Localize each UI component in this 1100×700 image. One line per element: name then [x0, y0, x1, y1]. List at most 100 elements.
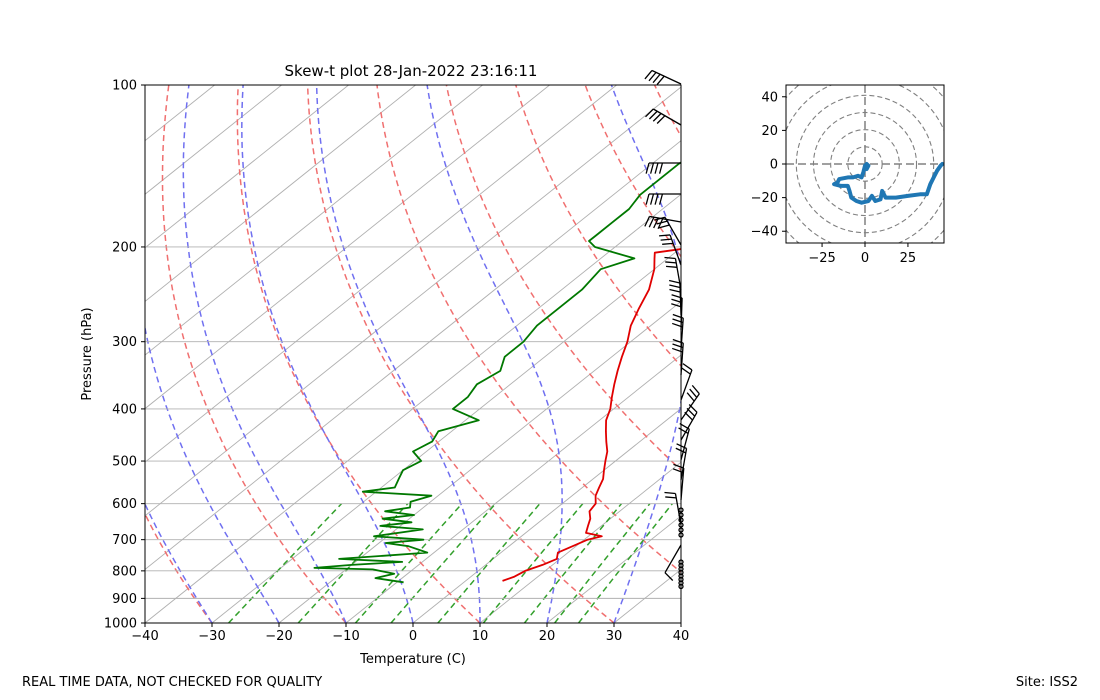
mixing-ratio-line [297, 503, 409, 623]
mixing-ratio-line [354, 503, 463, 623]
moist-adiabat-line [315, 85, 481, 623]
isotherm-line [145, 85, 483, 356]
y-tick-label: 400 [112, 402, 137, 417]
quality-note: REAL TIME DATA, NOT CHECKED FOR QUALITY [22, 675, 322, 690]
calm-wind-marker [678, 507, 684, 513]
moist-adiabat-line [182, 85, 347, 623]
wind-barb [680, 363, 693, 401]
hodo-x-tick-label: 0 [861, 251, 869, 266]
y-tick-label: 900 [112, 592, 137, 607]
wind-barb [678, 423, 690, 461]
skewt-axes: −40 −30 −20 −10 0 10 20 30 40 100 200 300 400 500 600… [80, 62, 689, 667]
hodo-y-tick-label: 0 [770, 158, 778, 173]
moist-adiabat-line [426, 85, 563, 623]
chart-title: Skew-t plot 28-Jan-2022 23:16:11 [285, 62, 538, 80]
wind-barb [645, 108, 682, 126]
calm-wind-marker [678, 517, 684, 523]
wind-barb [664, 491, 682, 526]
isotherm-line [145, 140, 681, 570]
isotherm-line [145, 85, 416, 303]
x-tick-label: −20 [265, 629, 292, 644]
isotherm-line [145, 193, 681, 623]
moist-adiabat-line [610, 85, 681, 623]
hodo-x-tick-label: −25 [808, 251, 835, 266]
wind-barb [654, 216, 682, 246]
x-tick-label: −40 [131, 629, 158, 644]
mixing-ratio-line [390, 503, 497, 623]
y-tick-label: 200 [112, 240, 137, 255]
wind-barb [675, 443, 688, 481]
isotherm-line [546, 515, 681, 623]
dry-adiabat-line [445, 85, 681, 472]
hodograph-ticks: −25 0 25 −40 −20 0 20 40 [751, 90, 917, 266]
y-ticks: 100 200 300 400 500 600 700 800 900 1000 [104, 79, 145, 632]
wind-barb [671, 294, 683, 331]
y-tick-label: 800 [112, 564, 137, 579]
mixing-ratio-line [228, 503, 343, 623]
isotherm-line [412, 408, 681, 623]
dry-adiabat-line [376, 85, 681, 574]
wind-barb [645, 162, 681, 174]
calm-wind-marker [678, 532, 684, 538]
x-tick-label: 40 [673, 629, 690, 644]
isotherm-line [211, 247, 681, 623]
temperature-profile [502, 248, 681, 582]
isotherm-line [345, 354, 681, 623]
isotherm-line [145, 85, 617, 463]
y-tick-label: 300 [112, 335, 137, 350]
wind-barbs [644, 69, 700, 590]
hodo-y-tick-label: −20 [751, 191, 778, 206]
wind-barb [680, 404, 698, 441]
x-tick-label: −10 [332, 629, 359, 644]
wind-barb [671, 338, 684, 376]
y-tick-label: 700 [112, 533, 137, 548]
x-tick-label: 10 [472, 629, 489, 644]
x-tick-label: 20 [539, 629, 556, 644]
y-tick-label: 600 [112, 497, 137, 512]
moist-adiabat-line [145, 85, 280, 623]
x-tick-label: −30 [198, 629, 225, 644]
mixing-ratio-line [482, 503, 584, 623]
wind-barb [645, 193, 681, 205]
wind-barb [671, 313, 684, 351]
site-label: Site: ISS2 [1016, 675, 1078, 690]
hodo-y-tick-label: 20 [761, 124, 778, 139]
mixing-ratio-line [437, 503, 541, 623]
wind-barb [664, 544, 682, 581]
y-tick-label: 1000 [104, 617, 137, 632]
hodograph-trace [832, 162, 944, 205]
dewpoint-profile [313, 161, 681, 584]
calm-wind-marker [678, 512, 684, 518]
mixing-ratio-line [578, 503, 673, 623]
y-axis-label: Pressure (hPa) [80, 307, 95, 400]
wind-barb [644, 215, 682, 230]
hodo-y-tick-label: −40 [751, 225, 778, 240]
dry-adiabat-line [306, 85, 615, 623]
hodograph-trace-line [832, 162, 944, 205]
wind-barb [644, 69, 682, 86]
moist-adiabat-line [241, 85, 414, 623]
isotherm-line [145, 85, 550, 410]
x-tick-label: 30 [606, 629, 623, 644]
wind-barb [669, 279, 682, 316]
isotherm-line [145, 86, 681, 517]
isotherm-line [145, 85, 349, 249]
wind-barb [680, 384, 700, 421]
dry-adiabat-line [161, 85, 347, 623]
profiles [313, 161, 681, 584]
calm-wind-marker [678, 583, 684, 590]
wind-barb [659, 234, 682, 266]
mixing-ratio-line [554, 503, 651, 623]
calm-wind-marker [678, 522, 684, 528]
isotherm-line [145, 85, 282, 195]
hodo-x-tick-label: 25 [900, 251, 917, 266]
x-tick-label: 0 [409, 629, 417, 644]
calm-wind-marker [678, 527, 684, 533]
background-lines [145, 85, 681, 623]
hodograph: −25 0 25 −40 −20 0 20 40 [751, 84, 945, 266]
x-ticks: −40 −30 −20 −10 0 10 20 30 40 [131, 623, 689, 644]
moist-adiabat-line [145, 502, 213, 623]
wind-barb [672, 463, 685, 501]
hodo-y-tick-label: 40 [761, 90, 778, 105]
y-tick-label: 100 [112, 79, 137, 94]
